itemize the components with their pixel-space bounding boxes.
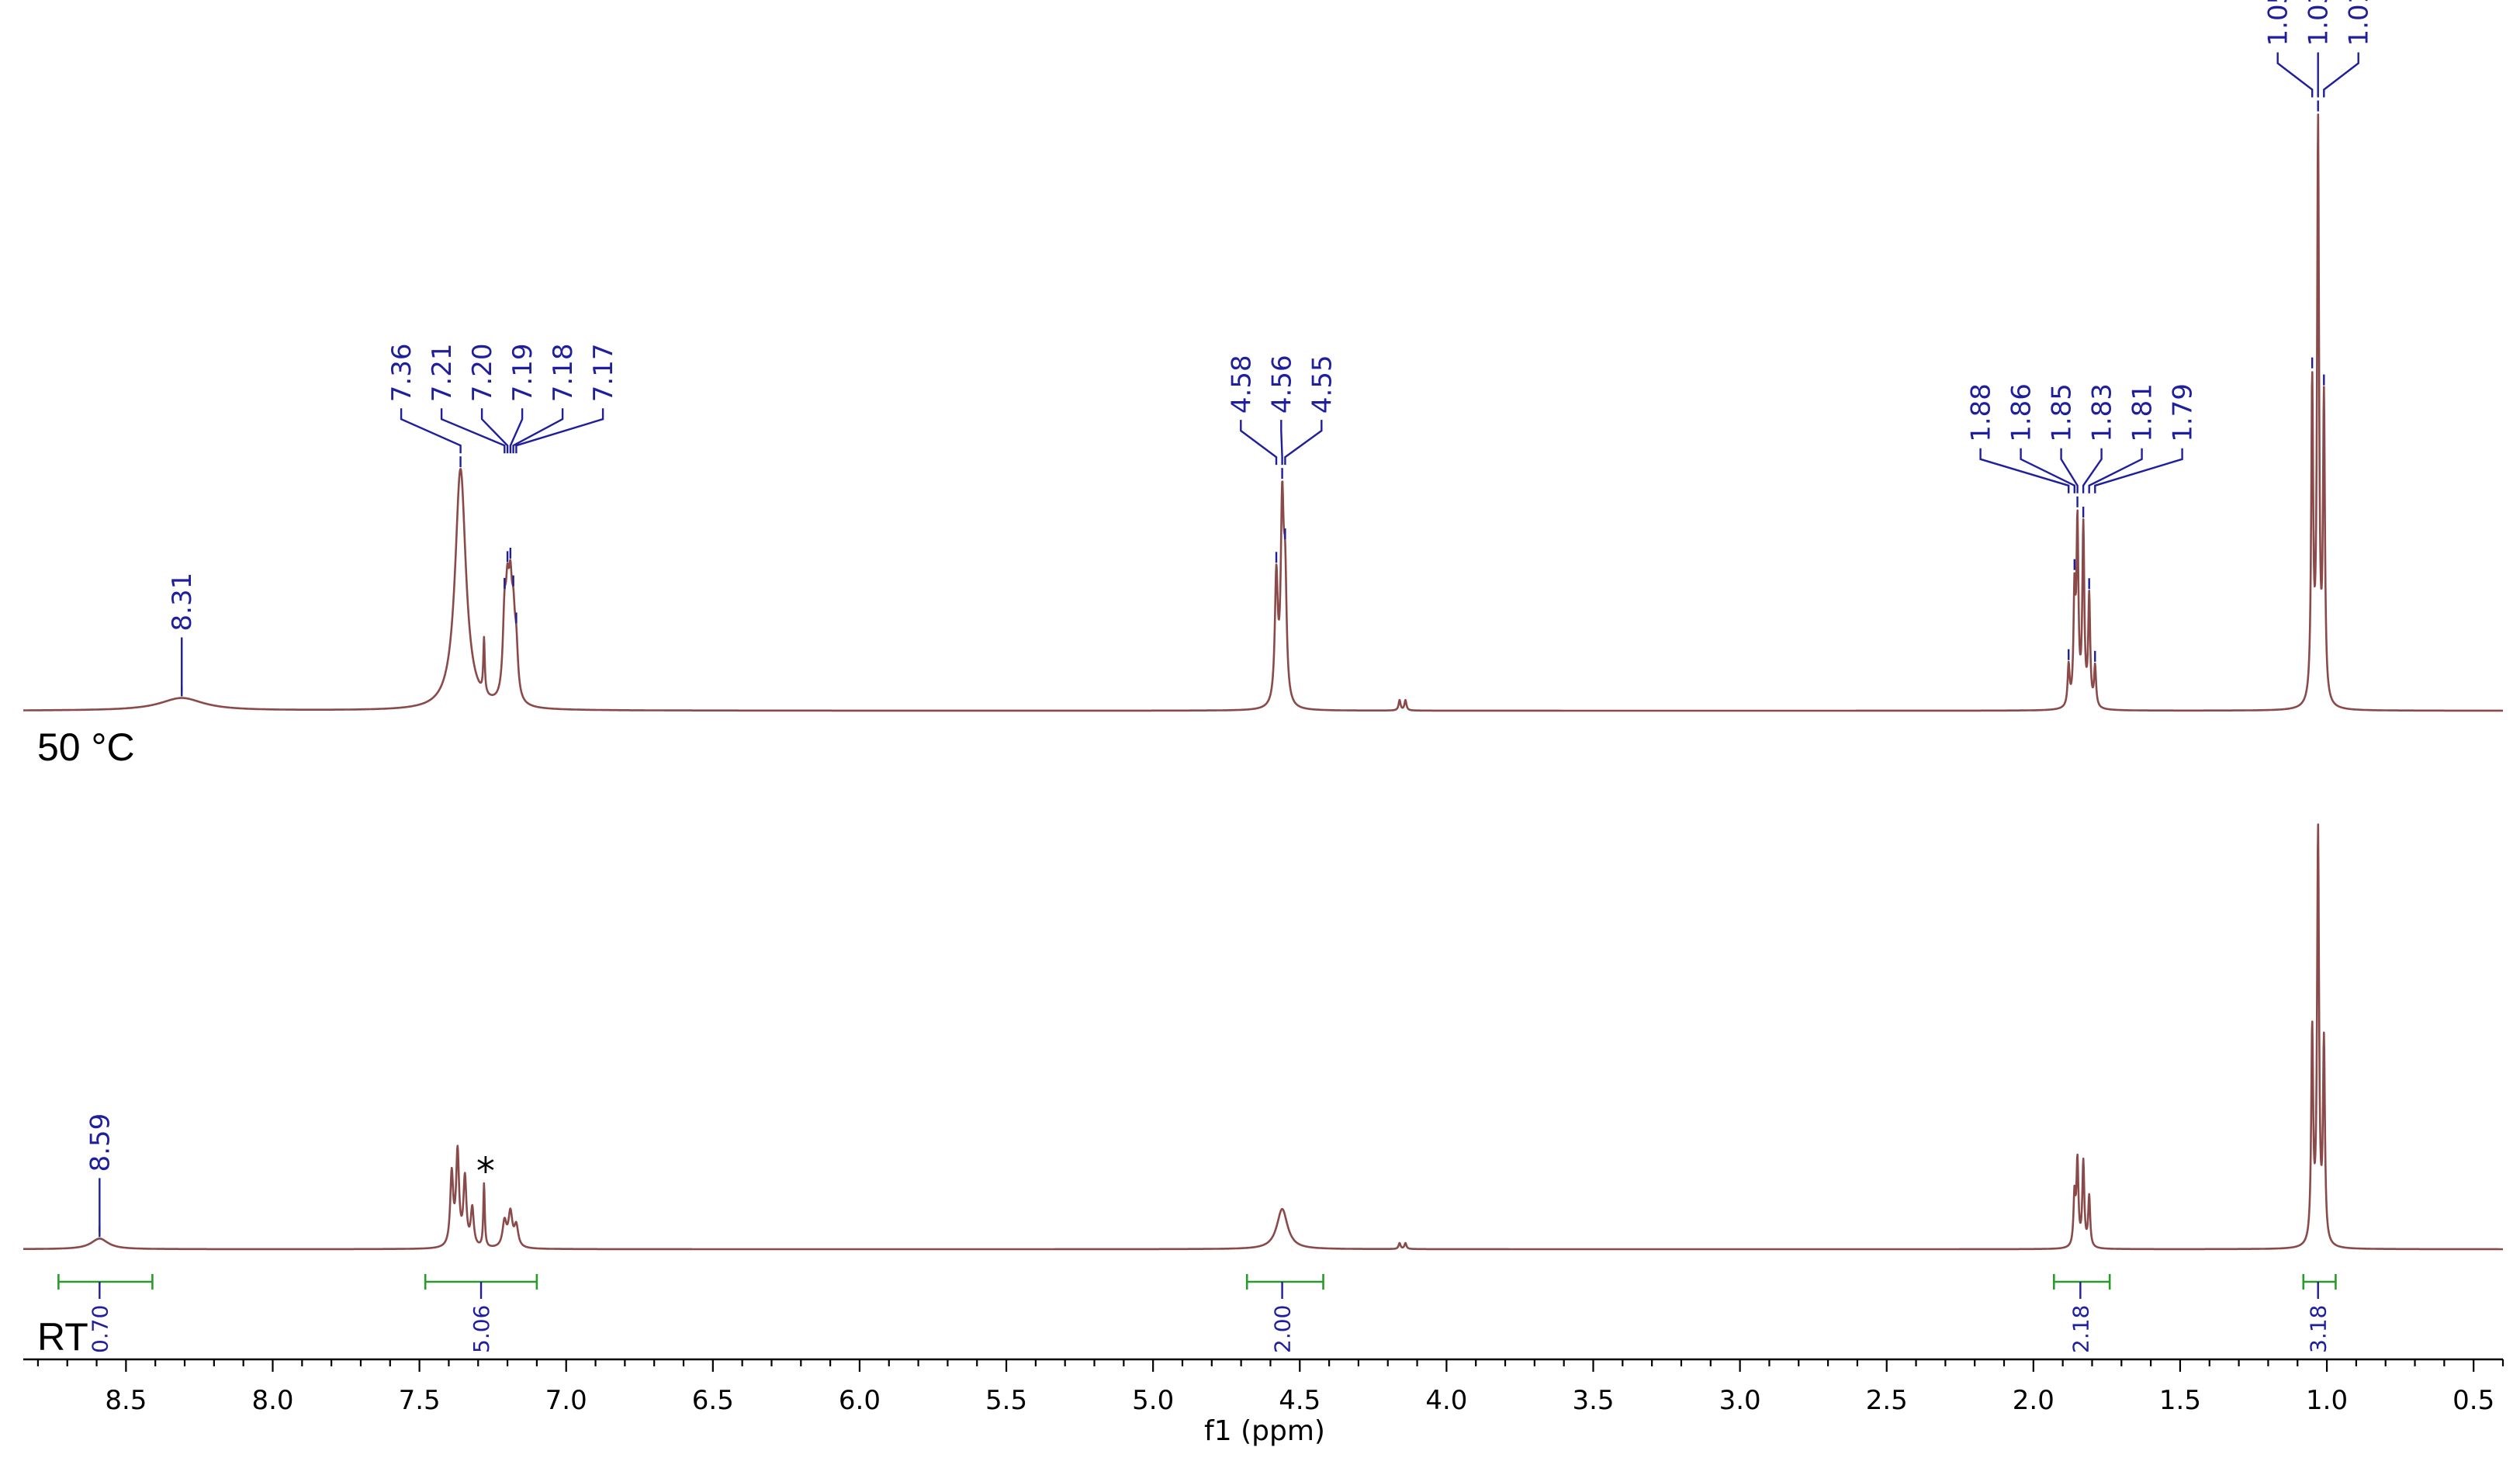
tick-label: 1.5 <box>2159 1385 2201 1416</box>
peak-label-leader <box>440 408 506 454</box>
peak-label: 1.05 <box>2263 0 2294 47</box>
peak-label-leader <box>2276 52 2314 98</box>
peak-label: 1.88 <box>1966 383 1997 442</box>
tick-label: 4.0 <box>1425 1385 1467 1416</box>
tick-label: 8.0 <box>251 1385 293 1416</box>
peak-label-leader <box>2094 448 2183 493</box>
peak-label-leader <box>1979 448 2070 493</box>
tick-label: 6.0 <box>839 1385 881 1416</box>
tick-label: 7.0 <box>545 1385 587 1416</box>
peak-label: 7.19 <box>507 343 538 402</box>
tick-label: 3.5 <box>1572 1385 1614 1416</box>
peak-label-leader <box>2323 52 2359 98</box>
peak-label: 1.83 <box>2087 383 2118 442</box>
tick-label: 2.0 <box>2013 1385 2054 1416</box>
trace-label-50c: 50 °C <box>37 725 135 769</box>
tick-label: 4.5 <box>1279 1385 1321 1416</box>
integral-label: 2.00 <box>1270 1305 1296 1353</box>
peak-label: 8.31 <box>167 573 198 632</box>
peak-label-leader <box>400 408 462 454</box>
peak-label-leader <box>2020 448 2076 493</box>
peak-label-leader <box>2082 448 2103 493</box>
peak-labels-rt: 8.59 <box>85 1113 116 1238</box>
tick-label: 5.0 <box>1132 1385 1174 1416</box>
integral-label: 5.06 <box>469 1305 494 1353</box>
integrals: 0.70 5.06 2.00 2.18 3.18 <box>57 1274 2337 1353</box>
tick-label: 2.5 <box>1866 1385 1908 1416</box>
peak-label: 1.01 <box>2344 0 2375 47</box>
annotations-rt: * <box>476 1150 495 1193</box>
peak-label: 4.56 <box>1266 355 1297 414</box>
peak-label: 1.79 <box>2168 383 2199 442</box>
integral-label: 0.70 <box>87 1305 112 1353</box>
peak-label: 1.86 <box>2006 383 2037 442</box>
spectrum-line-rt <box>22 823 2504 1251</box>
tick-label: 7.5 <box>399 1385 441 1416</box>
integral-label: 3.18 <box>2306 1305 2331 1353</box>
peak-label-leader <box>480 408 509 454</box>
asterisk-annotation: * <box>476 1150 495 1193</box>
x-axis-ticks: 8.5 8.0 7.5 7.0 6.5 6.0 5.5 5.0 4.5 4.0 3.5 3.0 2.5 2… <box>36 1359 2504 1416</box>
peak-label: 1.81 <box>2127 383 2158 442</box>
peak-label-leader <box>1284 420 1323 466</box>
peak-labels-50c: 8.31 7.36 7.21 7.20 7.19 7.18 7.17 4.58 4.56 4.55… <box>167 0 2375 697</box>
peak-label: 1.85 <box>2047 383 2078 442</box>
tick-label: 0.5 <box>2452 1385 2494 1416</box>
peak-label-leader <box>509 408 524 454</box>
peak-label: 7.18 <box>548 343 579 402</box>
trace-50c: 8.31 7.36 7.21 7.20 7.19 7.18 7.17 4.58 4.56 4.55… <box>22 0 2504 769</box>
peak-label-leader <box>2088 448 2143 493</box>
peak-label: 7.36 <box>386 343 417 402</box>
peak-label-leader <box>515 408 604 454</box>
peak-label: 7.21 <box>427 343 458 402</box>
x-axis: 8.5 8.0 7.5 7.0 6.5 6.0 5.5 5.0 4.5 4.0 3.5 3.0 2.5 2… <box>23 1358 2504 1447</box>
tick-label: 5.5 <box>985 1385 1027 1416</box>
peak-label: 1.03 <box>2304 0 2335 47</box>
spectrum-line-50c <box>22 113 2504 712</box>
peak-label: 4.58 <box>1226 355 1257 414</box>
peak-label-leader <box>1280 420 1283 466</box>
tick-label: 8.5 <box>105 1385 147 1416</box>
peak-label-leader <box>2060 448 2079 493</box>
integral-label: 2.18 <box>2068 1305 2093 1353</box>
tick-label: 6.5 <box>692 1385 734 1416</box>
peak-label: 7.20 <box>467 343 498 402</box>
peak-label: 4.55 <box>1307 355 1338 414</box>
peak-label-leader <box>1240 420 1278 466</box>
trace-label-rt: RT <box>37 1315 88 1359</box>
tick-label: 1.0 <box>2306 1385 2348 1416</box>
trace-rt: 8.59 * RT <box>22 823 2504 1359</box>
peak-label: 7.17 <box>588 343 619 402</box>
tick-label: 3.0 <box>1719 1385 1761 1416</box>
peak-label: 8.59 <box>85 1113 116 1172</box>
peak-label-leader <box>512 408 564 454</box>
x-axis-title: f1 (ppm) <box>1204 1415 1325 1447</box>
